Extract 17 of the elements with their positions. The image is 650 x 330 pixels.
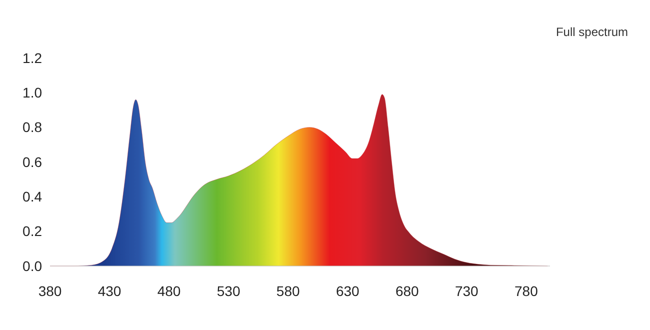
y-tick-label: 0.2: [22, 223, 42, 240]
x-tick-label: 530: [216, 283, 240, 299]
x-tick-label: 480: [157, 283, 181, 299]
x-tick-label: 430: [98, 283, 122, 299]
x-tick-label: 580: [276, 283, 300, 299]
x-tick-label: 730: [454, 283, 479, 299]
y-tick-label: 1.0: [22, 84, 42, 101]
x-tick-label: 780: [514, 283, 538, 299]
y-tick-label: 0.0: [22, 258, 42, 274]
y-tick-label: 0.8: [22, 119, 42, 136]
x-tick-label: 630: [336, 283, 360, 299]
y-tick-label: 0.4: [22, 188, 42, 205]
text: Full spectrum: [556, 25, 628, 39]
x-tick-label: 380: [38, 283, 62, 299]
y-tick-label: 1.2: [22, 50, 42, 66]
y-tick-label: 0.6: [22, 154, 42, 170]
x-tick-label: 680: [395, 283, 420, 299]
